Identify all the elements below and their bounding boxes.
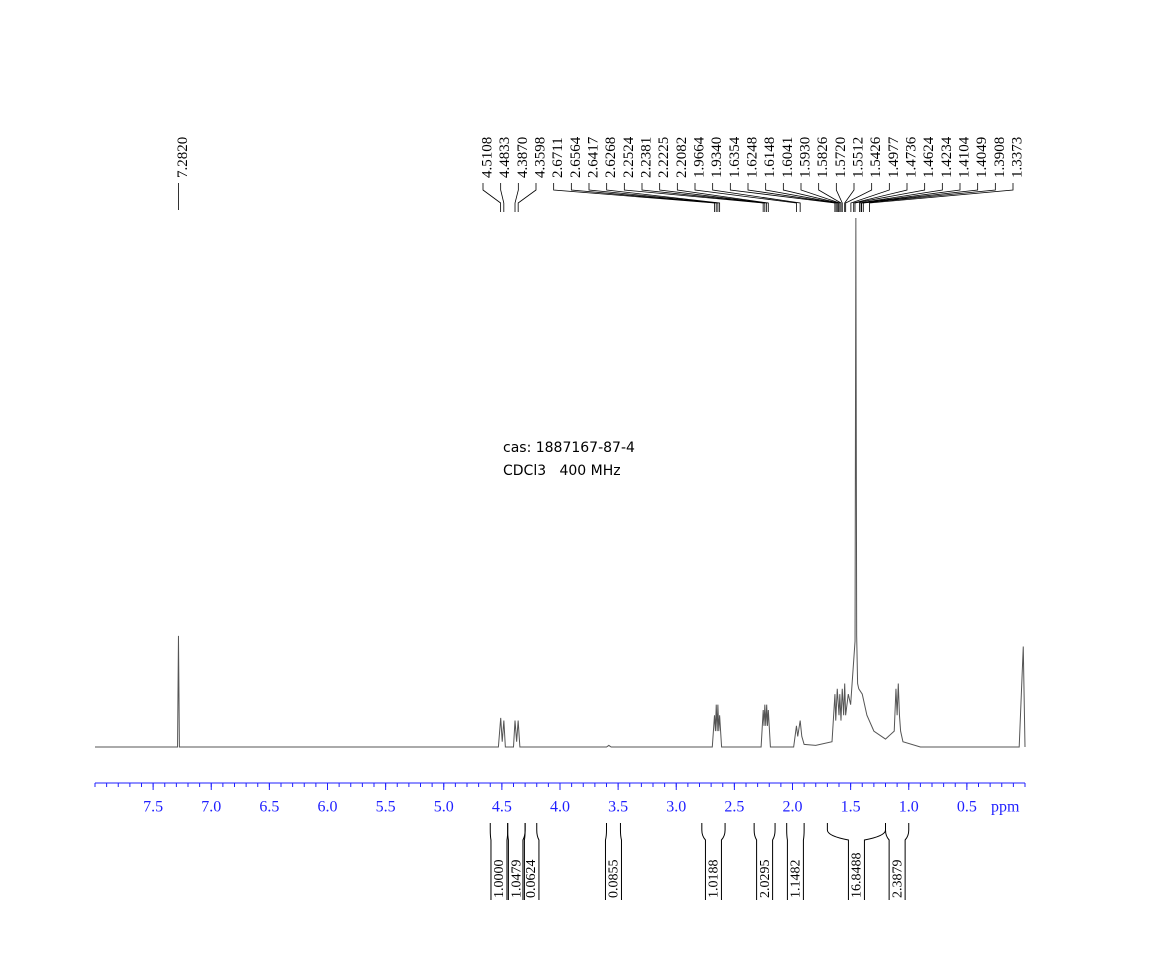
x-tick-label: 1.5: [841, 799, 861, 816]
x-tick-label: 5.0: [434, 799, 454, 816]
peak-label: 2.6711: [550, 137, 566, 178]
peak-connector: [517, 183, 537, 212]
peak-connector: [845, 183, 873, 212]
x-tick-label: 7.5: [143, 799, 163, 816]
integral-label: 2.0295: [758, 860, 773, 899]
peak-label: 2.6564: [568, 136, 584, 178]
peak-connector: [588, 183, 719, 212]
peak-connector: [782, 183, 839, 212]
integral-label: 0.0624: [524, 860, 539, 899]
integral-label: 1.0000: [492, 860, 507, 899]
x-tick-label: 4.0: [550, 799, 570, 816]
peak-label: 1.5426: [868, 136, 884, 178]
peak-label: 2.2524: [621, 136, 637, 178]
peak-connector: [862, 183, 996, 212]
peak-label: 1.6248: [744, 137, 760, 178]
x-tick-label: 1.0: [899, 799, 919, 816]
peak-label: 4.3870: [515, 137, 531, 178]
integral-label: 16.8488: [850, 853, 865, 899]
peak-label: 1.5512: [850, 137, 866, 178]
peak-connector: [860, 183, 961, 212]
integral-label: 2.3879: [890, 860, 905, 899]
integral-bracket: [604, 823, 622, 900]
peak-connector: [729, 183, 836, 212]
peak-connector: [514, 183, 519, 212]
x-tick-label: 2.5: [724, 799, 744, 816]
peak-connector: [712, 183, 801, 212]
x-tick-label: 3.5: [608, 799, 628, 816]
peak-label: 1.4104: [956, 136, 972, 178]
peak-label: 4.4833: [497, 137, 513, 178]
peak-label: 2.6268: [603, 137, 619, 178]
peak-label: 1.3908: [992, 137, 1008, 178]
peak-label: 7.2820: [175, 137, 191, 178]
peak-label: 1.4736: [903, 136, 919, 178]
peak-connector: [844, 183, 855, 212]
peak-connector: [553, 183, 715, 212]
x-tick-label: 5.5: [376, 799, 396, 816]
integral-label: 1.1482: [789, 860, 804, 899]
peak-label: 1.6041: [780, 137, 796, 178]
peak-connector: [606, 183, 721, 212]
x-tick-label: 0.5: [957, 799, 977, 816]
peak-connector: [482, 183, 502, 212]
peak-label: 2.2381: [638, 137, 654, 178]
x-tick-label: 3.0: [666, 799, 686, 816]
peak-label: 1.3373: [1009, 137, 1025, 178]
peak-connector: [694, 183, 797, 212]
peak-label: 1.5930: [797, 137, 813, 178]
peak-label: 2.6417: [585, 136, 601, 178]
integral-bracket: [786, 823, 805, 900]
peak-connector: [861, 183, 979, 212]
peak-connector: [854, 183, 926, 212]
annotation: CDCl3 400 MHz: [503, 463, 621, 479]
integral-label: 1.0188: [707, 860, 722, 899]
x-tick-label: 7.0: [201, 799, 221, 816]
peak-connector: [623, 183, 764, 212]
peak-label: 1.6148: [762, 137, 778, 178]
integral-bracket: [522, 823, 540, 900]
peak-connector: [800, 183, 841, 212]
peak-connector: [659, 183, 768, 212]
peak-connector: [765, 183, 838, 212]
spectrum-line: [95, 217, 1026, 748]
peak-label: 2.2082: [674, 137, 690, 178]
peak-connector: [850, 183, 890, 212]
peak-label: 1.4977: [886, 136, 902, 178]
x-tick-label: 6.5: [259, 799, 279, 816]
peak-label: 1.4624: [921, 136, 937, 178]
peak-connector: [869, 183, 1014, 212]
peak-label: 1.6354: [727, 136, 743, 178]
peak-connector: [570, 183, 717, 212]
peak-connector: [818, 183, 842, 212]
peak-label: 1.5720: [833, 137, 849, 178]
integral-bracket: [701, 823, 726, 900]
peak-label: 2.2225: [656, 137, 672, 178]
peak-connector: [676, 183, 769, 212]
integral-label: 0.0855: [607, 860, 622, 899]
annotation: cas: 1887167-87-4: [503, 440, 635, 456]
peak-label: 1.4049: [974, 137, 990, 178]
integral-bracket: [753, 823, 776, 900]
peak-label: 1.5826: [815, 136, 831, 178]
peak-label: 1.9664: [691, 136, 707, 178]
x-tick-label: 2.0: [783, 799, 803, 816]
peak-connector: [747, 183, 837, 212]
peak-label: 4.3598: [532, 137, 548, 178]
integral-label: 1.0479: [510, 860, 525, 899]
peak-connector: [859, 183, 943, 212]
peak-connector: [853, 183, 908, 212]
x-axis-label: ppm: [991, 799, 1020, 816]
x-tick-label: 4.5: [492, 799, 512, 816]
integral-bracket: [885, 823, 910, 900]
peak-label: 1.4234: [939, 136, 955, 178]
x-tick-label: 6.0: [318, 799, 338, 816]
peak-connector: [835, 183, 843, 212]
peak-label: 1.9340: [709, 137, 725, 178]
peak-label: 4.5108: [479, 137, 495, 178]
peak-connector: [500, 183, 505, 212]
peak-connector: [641, 183, 766, 212]
